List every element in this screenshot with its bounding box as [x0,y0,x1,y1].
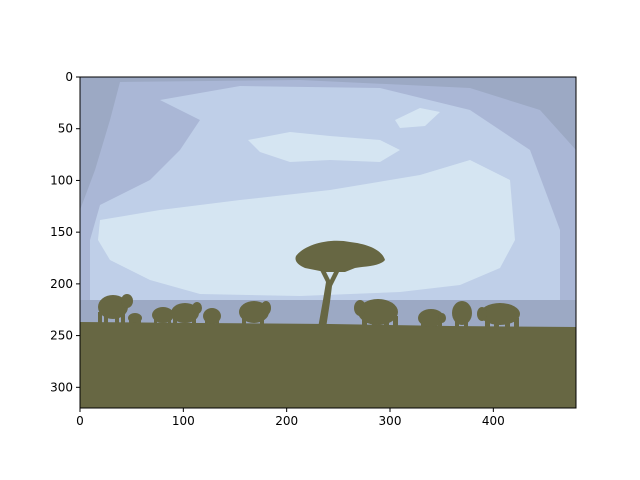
cloud-highlight [395,108,440,128]
y-tick-label: 300 [50,380,73,394]
y-tick-label: 50 [58,122,73,136]
ground-silhouette [80,322,576,408]
elephant-silhouette [203,308,221,326]
elephant-silhouette [98,294,133,324]
y-tick-label: 0 [65,70,73,84]
sky-glow [98,160,515,296]
y-tick-label: 150 [50,225,73,239]
elephant-silhouette [354,299,398,328]
elephant-silhouette [477,303,520,329]
x-tick-label: 300 [379,414,402,428]
elephant-silhouette [452,301,472,328]
cloud-highlight [248,132,400,162]
elephant-silhouette [239,301,271,326]
elephant-silhouette [128,313,142,324]
x-tick-label: 200 [275,414,298,428]
elephant-silhouette [152,307,174,325]
elephant-herd-silhouette [98,294,520,329]
x-tick-label: 100 [172,414,195,428]
axes-frame [79,76,577,409]
x-tick-label: 400 [482,414,505,428]
x-axis: 0 100 200 300 400 [76,408,505,428]
y-tick-label: 100 [50,173,73,187]
elephant-silhouette [171,302,202,326]
image [80,77,576,408]
acacia-tree-silhouette [295,240,385,328]
elephant-silhouette [418,309,446,328]
y-tick-label: 250 [50,329,73,343]
y-axis: 0 50 100 150 200 250 300 [50,70,80,394]
x-tick-label: 0 [76,414,84,428]
y-tick-label: 200 [50,277,73,291]
